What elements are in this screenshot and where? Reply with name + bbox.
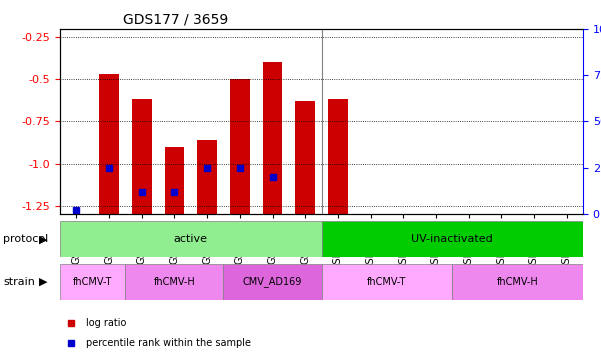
FancyBboxPatch shape	[322, 221, 583, 257]
Text: active: active	[174, 234, 208, 244]
Text: log ratio: log ratio	[87, 318, 127, 328]
Text: fhCMV-T: fhCMV-T	[367, 277, 407, 287]
Text: strain: strain	[3, 277, 35, 287]
Bar	[99, 74, 119, 214]
Bar	[296, 101, 315, 214]
Bar	[132, 100, 151, 214]
Text: fhCMV-H: fhCMV-H	[497, 277, 538, 287]
FancyBboxPatch shape	[126, 264, 224, 300]
Text: percentile rank within the sample: percentile rank within the sample	[87, 338, 251, 348]
Text: fhCMV-T: fhCMV-T	[73, 277, 112, 287]
Text: fhCMV-H: fhCMV-H	[154, 277, 195, 287]
FancyBboxPatch shape	[322, 264, 453, 300]
FancyBboxPatch shape	[60, 221, 322, 257]
Text: ▶: ▶	[39, 277, 47, 287]
Text: UV-inactivated: UV-inactivated	[411, 234, 493, 244]
Text: CMV_AD169: CMV_AD169	[243, 277, 302, 287]
Bar	[197, 140, 217, 214]
Bar	[328, 100, 348, 214]
Text: ▶: ▶	[39, 234, 47, 244]
Text: GDS177 / 3659: GDS177 / 3659	[123, 12, 228, 26]
Text: protocol: protocol	[3, 234, 48, 244]
FancyBboxPatch shape	[453, 264, 583, 300]
FancyBboxPatch shape	[224, 264, 322, 300]
Bar	[165, 147, 185, 214]
Bar	[263, 62, 282, 214]
FancyBboxPatch shape	[60, 264, 126, 300]
Bar	[230, 79, 249, 214]
